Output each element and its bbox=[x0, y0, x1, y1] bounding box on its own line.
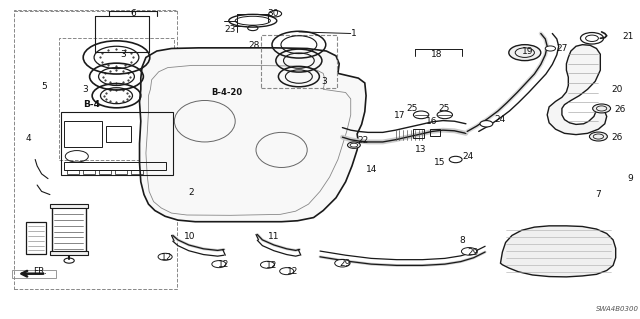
Text: B-4: B-4 bbox=[83, 100, 100, 109]
Bar bbox=[131, 170, 143, 174]
Bar bbox=[430, 129, 440, 136]
Circle shape bbox=[335, 259, 350, 267]
Text: 3: 3 bbox=[120, 50, 126, 59]
Text: 19: 19 bbox=[522, 47, 533, 56]
Text: 25: 25 bbox=[438, 104, 450, 113]
Bar bbox=[64, 121, 102, 147]
Text: 12: 12 bbox=[287, 267, 298, 276]
Text: 29: 29 bbox=[339, 259, 351, 268]
Circle shape bbox=[280, 268, 294, 275]
Text: FR.: FR. bbox=[33, 267, 47, 276]
Circle shape bbox=[589, 132, 607, 141]
Polygon shape bbox=[140, 48, 366, 222]
Text: 16: 16 bbox=[426, 117, 437, 126]
Polygon shape bbox=[547, 45, 607, 135]
Polygon shape bbox=[500, 226, 616, 277]
Bar bbox=[59, 38, 174, 160]
Circle shape bbox=[593, 104, 611, 113]
Text: 24: 24 bbox=[462, 152, 474, 161]
Text: 11: 11 bbox=[268, 232, 279, 241]
Text: 29: 29 bbox=[467, 248, 479, 256]
Text: 17: 17 bbox=[394, 111, 405, 120]
Bar bbox=[413, 129, 424, 138]
Circle shape bbox=[212, 261, 226, 268]
Text: 18: 18 bbox=[431, 50, 442, 59]
Text: SWA4B0300: SWA4B0300 bbox=[596, 306, 639, 312]
Text: 5: 5 bbox=[42, 82, 47, 91]
Bar bbox=[64, 162, 166, 170]
Bar bbox=[106, 126, 131, 142]
Text: 13: 13 bbox=[415, 145, 426, 154]
Text: 30: 30 bbox=[268, 9, 279, 18]
Circle shape bbox=[509, 45, 541, 61]
Text: 6: 6 bbox=[131, 9, 136, 18]
Text: 7: 7 bbox=[595, 190, 601, 199]
Text: 4: 4 bbox=[26, 134, 31, 143]
Text: 26: 26 bbox=[611, 133, 623, 142]
Bar bbox=[67, 170, 79, 174]
Text: 22: 22 bbox=[357, 136, 369, 145]
Bar bbox=[115, 170, 127, 174]
Text: 2: 2 bbox=[189, 189, 195, 197]
Text: 15: 15 bbox=[434, 158, 445, 167]
Bar bbox=[50, 204, 88, 208]
Text: 20: 20 bbox=[611, 85, 623, 94]
Text: 25: 25 bbox=[406, 104, 418, 113]
Text: 14: 14 bbox=[366, 165, 378, 174]
Text: 28: 28 bbox=[248, 41, 260, 50]
Circle shape bbox=[348, 142, 360, 148]
Circle shape bbox=[158, 253, 172, 260]
Text: 10: 10 bbox=[184, 232, 196, 241]
Circle shape bbox=[260, 261, 275, 268]
Text: 12: 12 bbox=[161, 253, 173, 262]
Bar bbox=[12, 270, 56, 278]
Circle shape bbox=[545, 46, 556, 51]
Bar bbox=[261, 35, 337, 88]
Text: 3: 3 bbox=[321, 77, 327, 86]
Text: 21: 21 bbox=[622, 32, 634, 41]
Text: 24: 24 bbox=[494, 115, 506, 124]
Bar bbox=[50, 251, 88, 255]
Bar bbox=[83, 170, 95, 174]
Circle shape bbox=[461, 248, 477, 255]
Circle shape bbox=[480, 121, 493, 127]
Text: 23: 23 bbox=[224, 25, 236, 34]
Text: 27: 27 bbox=[557, 44, 568, 53]
Text: 1: 1 bbox=[351, 29, 356, 38]
Bar bbox=[99, 170, 111, 174]
Bar bbox=[14, 10, 177, 289]
Circle shape bbox=[449, 156, 462, 163]
Text: 26: 26 bbox=[614, 105, 626, 114]
Bar bbox=[52, 206, 86, 254]
Bar bbox=[61, 112, 173, 175]
Text: 3: 3 bbox=[82, 85, 88, 94]
Text: B-4-20: B-4-20 bbox=[211, 88, 243, 97]
Text: 12: 12 bbox=[218, 260, 229, 269]
Text: 12: 12 bbox=[266, 261, 277, 270]
Text: 9: 9 bbox=[627, 174, 633, 183]
Bar bbox=[26, 222, 46, 254]
Text: 8: 8 bbox=[459, 236, 465, 245]
